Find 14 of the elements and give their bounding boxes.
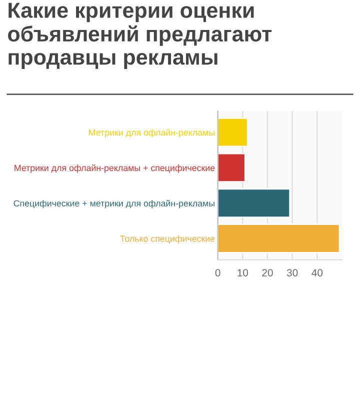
y-tick-label: Специфические + метрики для офлайн-рекламы (14, 200, 214, 208)
x-tick-label: 30 (286, 269, 298, 276)
x-tick-label: 0 (215, 269, 220, 276)
bar (218, 152, 246, 183)
y-tick-label: Метрики для офлайн-рекламы + специфические (14, 164, 215, 173)
bar (218, 224, 340, 254)
bar (218, 188, 291, 218)
y-tick-label: Метрики для офлайн-рекламы (89, 128, 214, 138)
x-tick-label: 10 (238, 269, 248, 276)
x-tick-label: 40 (312, 269, 323, 276)
chart-title: Какие критерии оценки объявлений предлагают продавцы рекламы (8, 2, 272, 70)
x-tick-label: 20 (262, 269, 273, 276)
bar (218, 117, 248, 148)
y-tick-label: Только специфические (120, 235, 215, 244)
